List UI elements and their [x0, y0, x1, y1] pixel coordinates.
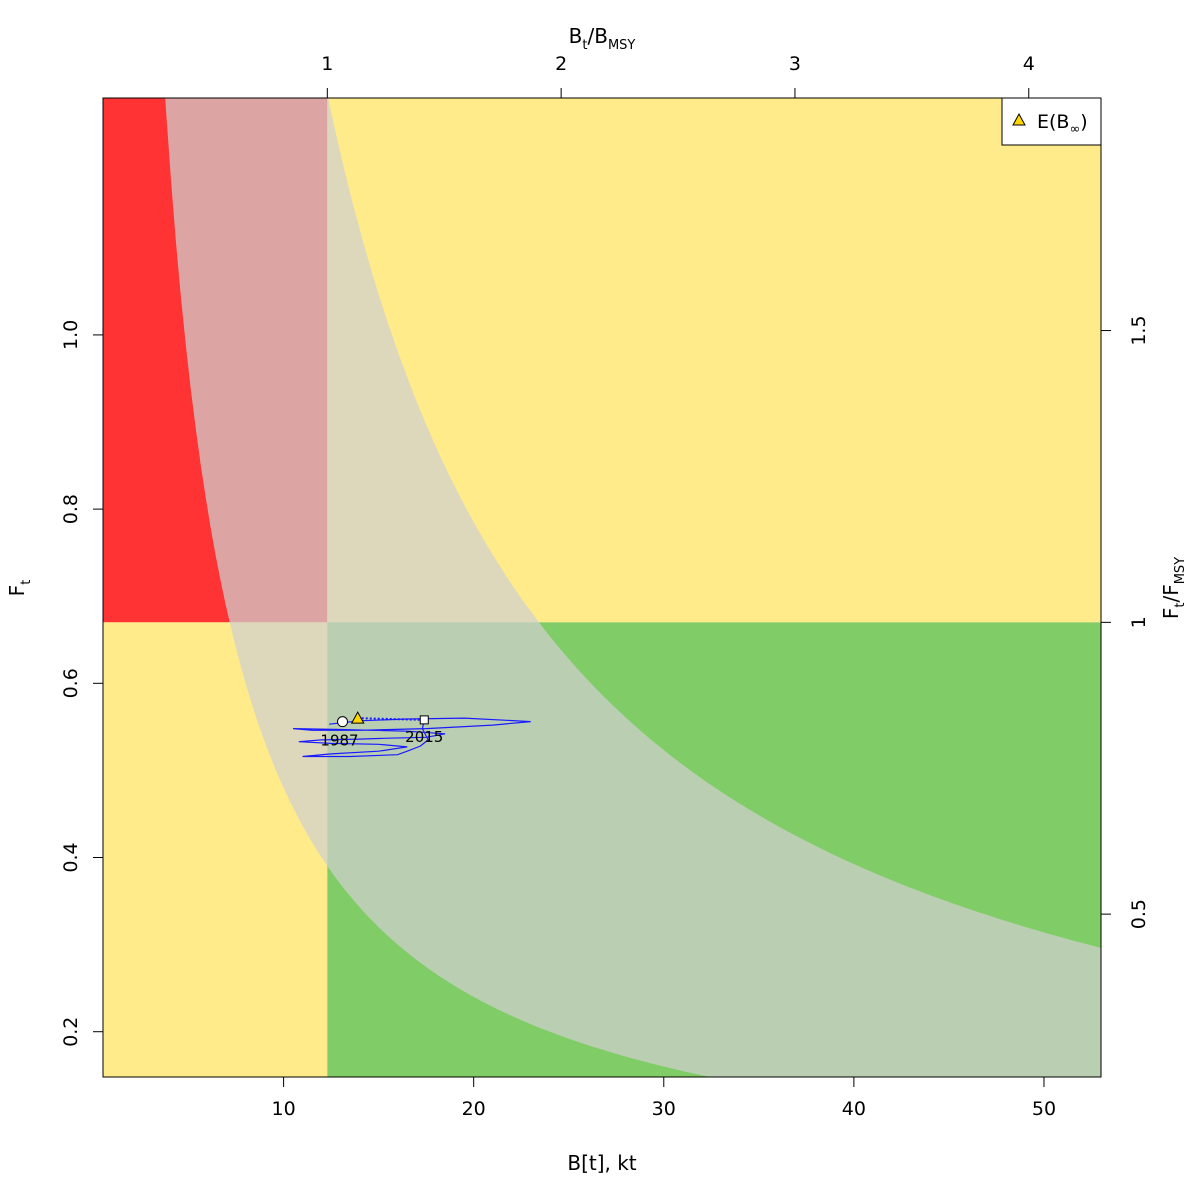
end-year-label: 2015	[405, 728, 443, 746]
top-tick-label: 1	[321, 53, 333, 75]
y-tick-label: 0.2	[60, 1017, 82, 1047]
plot-area: 1987 2015	[103, 98, 1101, 1077]
trajectory-line	[293, 717, 531, 758]
legend-label: E(B∞)	[1037, 111, 1088, 137]
right-tick-label: 1.5	[1128, 315, 1150, 345]
y-tick-label: 0.6	[60, 668, 82, 698]
top-axis-title: Bt/BMSY	[569, 24, 636, 53]
expected-connector	[357, 717, 425, 721]
right-tick-label: 1	[1128, 616, 1150, 628]
x-tick-label: 30	[652, 1098, 676, 1120]
end-point	[419, 715, 429, 725]
top-tick-label: 2	[555, 53, 567, 75]
start-point	[337, 716, 349, 728]
msy-band	[165, 98, 1101, 1077]
axes: 10 20 30 40 50 0.2 0.4 0.6 0.8 1.0 1 2 3 4 0.5 1 1.5	[60, 53, 1150, 1120]
x-tick-label: 40	[842, 1098, 866, 1120]
x-axis-title: B[t], kt	[567, 1151, 636, 1175]
top-tick-label: 3	[789, 53, 801, 75]
x-tick-label: 50	[1032, 1098, 1056, 1120]
top-tick-label: 4	[1023, 53, 1035, 75]
y-tick-label: 1.0	[60, 320, 82, 350]
x-tick-label: 20	[462, 1098, 486, 1120]
y-tick-label: 0.8	[60, 494, 82, 524]
legend: E(B∞)	[1001, 97, 1102, 146]
expected-biomass-point	[350, 711, 365, 724]
plot-frame	[102, 97, 1102, 1078]
legend-triangle-marker	[1012, 112, 1026, 126]
start-year-label: 1987	[320, 732, 358, 750]
right-tick-label: 0.5	[1128, 899, 1150, 929]
y-tick-label: 0.4	[60, 842, 82, 872]
right-axis-title: Ft/FMSY	[1159, 557, 1188, 619]
y-axis-title: Ft	[5, 580, 34, 597]
x-tick-label: 10	[271, 1098, 295, 1120]
biomass-fishing-trajectory: 1987 2015	[293, 711, 531, 758]
